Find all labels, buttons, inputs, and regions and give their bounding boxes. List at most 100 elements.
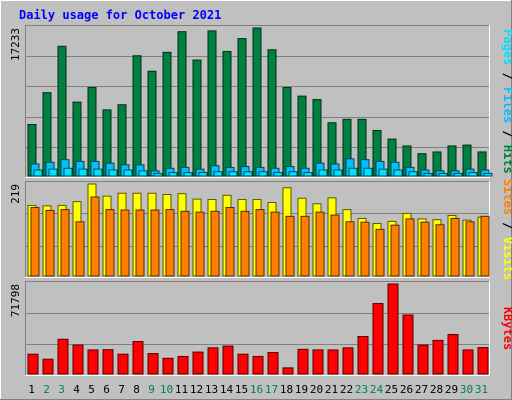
pages-bar — [198, 172, 208, 177]
pages-bar — [393, 169, 403, 177]
x-tick-label: 14 — [220, 383, 234, 396]
kbytes-bar — [147, 353, 159, 375]
x-tick-label: 27 — [415, 383, 428, 396]
pages-bar — [378, 168, 388, 177]
hits-bar — [222, 50, 232, 177]
x-tick-label: 29 — [445, 383, 458, 396]
y-max-label: 71798 — [9, 284, 22, 317]
hits-bar — [207, 30, 217, 177]
sites-bar — [420, 221, 430, 277]
x-tick-label: 20 — [310, 383, 323, 396]
kbytes-bar — [207, 347, 219, 375]
x-tick-label: 30 — [460, 383, 473, 396]
y-max-label: 219 — [9, 184, 22, 204]
pages-bar — [123, 169, 133, 177]
kbytes-bar — [402, 314, 414, 375]
kbytes-bar — [87, 349, 99, 375]
pages-bar — [138, 170, 148, 177]
x-tick-label: 7 — [118, 383, 125, 396]
kbytes-bar — [267, 352, 279, 375]
pages-bar — [363, 167, 373, 177]
x-tick-label: 2 — [43, 383, 50, 396]
legend-visits: Visits — [501, 237, 512, 280]
pages-bar — [63, 167, 73, 177]
pages-bar — [228, 171, 238, 177]
kbytes-bar — [222, 345, 234, 375]
panel-2: 219 Sites / Visits — [9, 179, 512, 280]
x-tick-label: 3 — [58, 383, 65, 396]
x-tick-label: 15 — [235, 383, 248, 396]
kbytes-bar — [357, 336, 369, 375]
kbytes-bar — [312, 349, 324, 375]
sites-bar — [270, 211, 280, 277]
hits-bar — [162, 51, 172, 177]
sites-bar — [105, 209, 115, 277]
panel-1: 17233 Pages / Files / Hits — [9, 25, 512, 178]
hits-bar — [57, 45, 67, 177]
pages-bar — [213, 171, 223, 177]
hits-bar — [267, 49, 277, 177]
pages-bar — [408, 171, 418, 177]
kbytes-bar — [72, 344, 84, 375]
sites-bar — [435, 224, 445, 277]
legend-label: Pages / Files / Hits — [501, 29, 512, 174]
legend-pages: Pages — [501, 29, 512, 65]
sites-bar — [450, 217, 460, 277]
kbytes-bar — [27, 353, 39, 375]
kbytes-bar — [42, 358, 54, 375]
x-tick-label: 10 — [160, 383, 173, 396]
hits-bar — [282, 87, 292, 177]
sites-bar — [60, 209, 70, 277]
sites-bar — [210, 210, 220, 277]
kbytes-bar — [132, 341, 144, 375]
kbytes-bar — [417, 344, 429, 375]
x-tick-label: 24 — [370, 383, 384, 396]
chart-panels: 17233 Pages / Files / Hits 219 Sites / Visi… — [9, 25, 512, 376]
sites-bar — [330, 214, 340, 277]
pages-bar — [168, 172, 178, 177]
hits-bar — [297, 95, 307, 177]
pages-bar — [348, 167, 358, 177]
pages-bar — [78, 168, 88, 177]
kbytes-bar — [327, 349, 339, 375]
legend-kbytes: KBytes — [501, 307, 512, 350]
sites-bar — [195, 211, 205, 277]
x-tick-label: 13 — [205, 383, 218, 396]
x-tick-label: 5 — [88, 383, 95, 396]
legend-separator: / — [501, 123, 512, 145]
kbytes-bar — [477, 347, 489, 375]
x-tick-label: 16 — [250, 383, 263, 396]
sites-bar — [225, 207, 235, 277]
kbytes-bar — [387, 283, 399, 375]
legend-files: Files — [501, 87, 512, 123]
pages-bar — [438, 172, 448, 177]
pages-bar — [288, 171, 298, 177]
legend-sites: Sites — [501, 179, 512, 215]
pages-bar — [468, 172, 478, 177]
sites-bar — [255, 209, 265, 277]
sites-bar — [375, 228, 385, 277]
sites-bar — [135, 209, 145, 277]
x-tick-label: 11 — [175, 383, 188, 396]
legend-separator: / — [501, 215, 512, 237]
sites-bar — [465, 221, 475, 277]
kbytes-bar — [297, 348, 309, 375]
panel-3: 71798 KBytes — [9, 281, 512, 376]
x-tick-label: 9 — [148, 383, 155, 396]
sites-bar — [285, 215, 295, 277]
sites-bar — [390, 224, 400, 277]
x-tick-label: 28 — [430, 383, 443, 396]
sites-bar — [480, 215, 490, 277]
pages-bar — [333, 169, 343, 177]
chart-title: Daily usage for October 2021 — [19, 8, 221, 22]
sites-bar — [300, 215, 310, 277]
x-tick-label: 18 — [280, 383, 293, 396]
x-tick-label: 8 — [133, 383, 140, 396]
hits-bar — [177, 31, 187, 177]
kbytes-bar — [117, 353, 129, 375]
kbytes-bar — [447, 334, 459, 375]
hits-bar — [192, 59, 202, 177]
sites-bar — [120, 209, 130, 277]
sites-bar — [150, 209, 160, 277]
sites-bar — [45, 209, 55, 277]
